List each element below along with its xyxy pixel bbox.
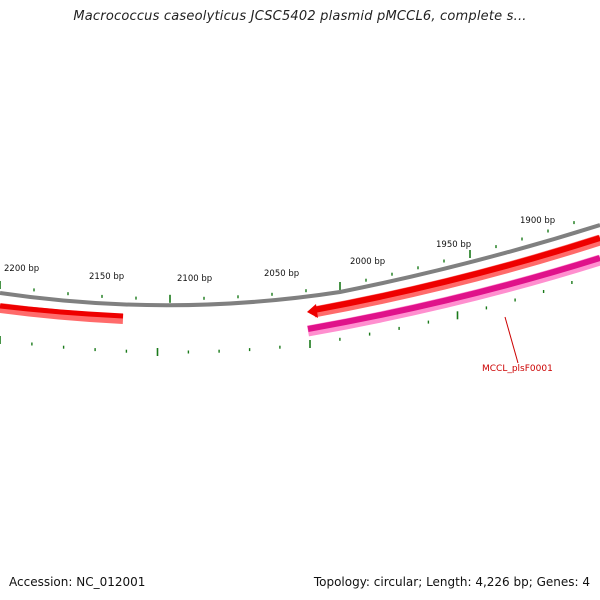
- inner-tick-ring: [0, 281, 573, 356]
- ruler-label-2100: 2100 bp: [177, 274, 212, 284]
- gene-label-mccl-plsf0001: MCCL_plsF0001: [482, 364, 553, 374]
- accession-text: Accession: NC_012001: [9, 575, 146, 589]
- plasmid-backbone: [0, 223, 600, 308]
- topology-summary: Topology: circular; Length: 4,226 bp; Ge…: [313, 575, 590, 589]
- ruler-label-2200: 2200 bp: [4, 264, 39, 274]
- ruler-label-2000: 2000 bp: [350, 257, 385, 267]
- ruler-label-2050: 2050 bp: [264, 269, 299, 279]
- ruler-label-2150: 2150 bp: [89, 272, 124, 282]
- gene-forward-right-core: [313, 235, 600, 313]
- gene-forward-left-core: [0, 303, 124, 319]
- gene-label-leader: [504, 316, 519, 364]
- ruler-label-1900: 1900 bp: [520, 216, 555, 226]
- ruler-label-1950: 1950 bp: [436, 240, 471, 250]
- gene-reverse-core: [307, 255, 600, 332]
- gene-forward-arrowhead: [307, 304, 318, 318]
- map-title: Macrococcus caseolyticus JCSC5402 plasmi…: [73, 9, 527, 24]
- outer-tick-ring: [0, 221, 575, 303]
